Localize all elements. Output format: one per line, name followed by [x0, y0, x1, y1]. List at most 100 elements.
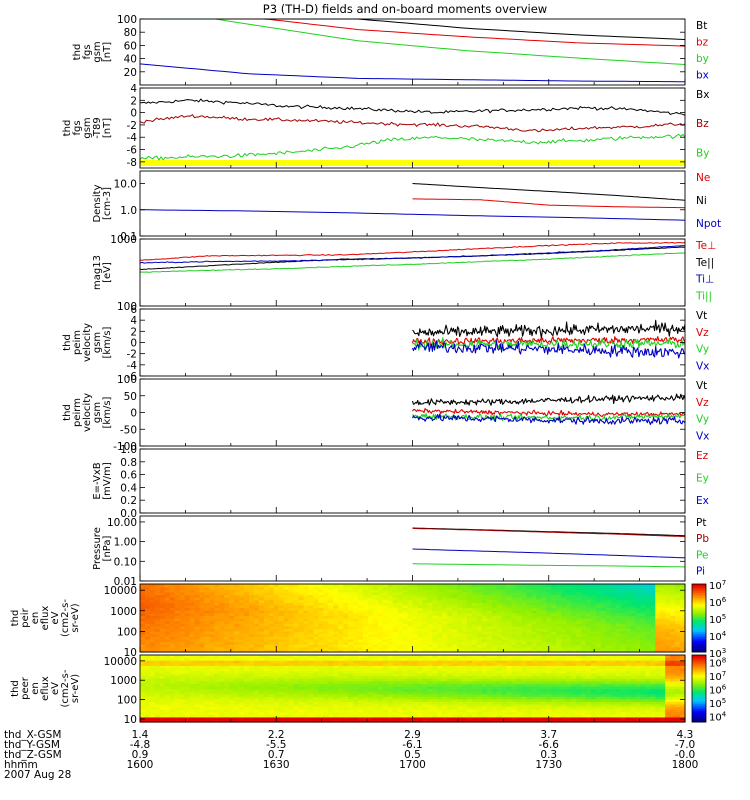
spectrogram-cell: [313, 641, 319, 645]
spectrogram-cell: [432, 662, 438, 666]
spectrogram-cell: [650, 618, 656, 622]
spectrogram-cell: [471, 636, 478, 640]
spectrogram-cell: [407, 628, 414, 632]
spectrogram-cell: [506, 631, 513, 635]
spectrogram-cell: [516, 610, 523, 614]
spectrogram-cell: [605, 604, 612, 609]
spectrogram-cell: [580, 615, 587, 619]
spectrogram-cell: [362, 604, 369, 609]
spectrogram-cell: [680, 631, 686, 635]
spectrogram-cell: [650, 584, 656, 588]
spectrogram-cell: [298, 670, 305, 674]
spectrogram-cell: [595, 612, 602, 616]
spectrogram-cell: [189, 655, 196, 659]
spectrogram-cell: [313, 673, 319, 677]
spectrogram-cell: [234, 683, 240, 687]
spectrogram-cell: [402, 607, 409, 611]
spectrogram-cell: [615, 586, 622, 590]
spectrogram-cell: [541, 599, 547, 603]
spectrogram-cell: [249, 665, 255, 669]
spectrogram-cell: [546, 612, 552, 616]
spectrogram-cell: [159, 698, 166, 702]
spectrogram-cell: [348, 625, 354, 630]
spectrogram-cell: [179, 584, 186, 588]
spectrogram-cell: [154, 594, 161, 598]
spectrogram-cell: [635, 638, 641, 643]
spectrogram-cell: [288, 620, 295, 624]
spectrogram-cell: [605, 641, 612, 645]
spectrogram-cell: [308, 706, 314, 710]
spectrogram-cell: [437, 589, 443, 593]
spectrogram-cell: [249, 625, 255, 630]
spectrogram-cell: [194, 625, 201, 630]
spectrogram-cell: [437, 683, 443, 687]
legend-density-Npot: Npot: [696, 218, 721, 230]
spectrogram-cell: [149, 685, 156, 690]
spectrogram-cell: [209, 711, 215, 715]
spectrogram-cell: [580, 594, 587, 598]
spectrogram-cell: [283, 667, 290, 672]
spectrogram-cell: [402, 633, 409, 637]
spectrogram-cell: [174, 711, 181, 715]
spectrogram-cell: [174, 644, 181, 648]
spectrogram-cell: [392, 706, 399, 710]
spectrogram-cell: [194, 628, 201, 632]
spectrogram-cell: [189, 667, 196, 672]
spectrogram-cell: [392, 719, 399, 723]
spectrogram-cell: [412, 678, 419, 682]
spectrogram-cell: [234, 602, 240, 606]
spectrogram-cell: [144, 628, 151, 632]
spectrogram-cell: [511, 623, 518, 627]
spectrogram-cell: [665, 625, 671, 630]
spectrogram-cell: [209, 649, 215, 653]
spectrogram-cell: [362, 620, 369, 624]
spectrogram-cell: [427, 618, 433, 622]
spectrogram-cell: [362, 688, 369, 692]
spectrogram-cell: [397, 646, 404, 650]
spectrogram-cell: [422, 675, 428, 679]
spectrogram-cell: [546, 633, 552, 637]
spectrogram-cell: [194, 633, 201, 637]
spectrogram-cell: [298, 667, 305, 672]
spectrogram-cell: [303, 599, 310, 603]
spectrogram-cell: [481, 646, 488, 650]
spectrogram-cell: [437, 688, 443, 692]
spectrogram-cell: [164, 675, 171, 679]
spectrogram-cell: [144, 610, 151, 614]
spectrogram-cell: [293, 620, 300, 624]
spectrogram-cell: [258, 703, 265, 708]
spectrogram-cell: [566, 628, 572, 632]
spectrogram-cell: [159, 660, 166, 664]
spectrogram-cell: [675, 636, 681, 640]
spectrogram-cell: [452, 604, 458, 609]
spectrogram-cell: [571, 641, 577, 645]
spectrogram-cell: [258, 714, 265, 718]
spectrogram-cell: [224, 706, 230, 710]
spectrogram-cell: [670, 615, 676, 619]
spectrogram-cell: [293, 716, 300, 721]
spectrogram-cell: [377, 665, 384, 669]
spectrogram-cell: [452, 623, 458, 627]
spectrogram-cell: [397, 701, 404, 705]
spectrogram-cell: [650, 628, 656, 632]
spectrogram-cell: [452, 633, 458, 637]
spectrogram-cell: [650, 602, 656, 606]
spectrogram-cell: [392, 638, 399, 643]
spectrogram-cell: [442, 594, 448, 598]
spectrogram-cell: [154, 691, 161, 695]
spectrogram-cell: [253, 719, 260, 723]
spectrogram-cell: [194, 709, 201, 713]
spectrogram-cell: [615, 649, 622, 653]
spectrogram-cell: [154, 673, 161, 677]
spectrogram-cell: [244, 612, 250, 616]
spectrogram-cell: [204, 589, 210, 593]
colorbar-segment: [692, 629, 706, 633]
spectrogram-cell: [234, 607, 240, 611]
spectrogram-cell: [313, 602, 319, 606]
panel-pressure-ylabel: Pressure [nPa]: [92, 527, 113, 570]
spectrogram-cell: [412, 649, 419, 653]
spectrogram-cell: [273, 625, 280, 630]
spectrogram-cell: [521, 586, 528, 590]
spectrogram-cell: [457, 667, 463, 672]
spectrogram-cell: [244, 644, 250, 648]
